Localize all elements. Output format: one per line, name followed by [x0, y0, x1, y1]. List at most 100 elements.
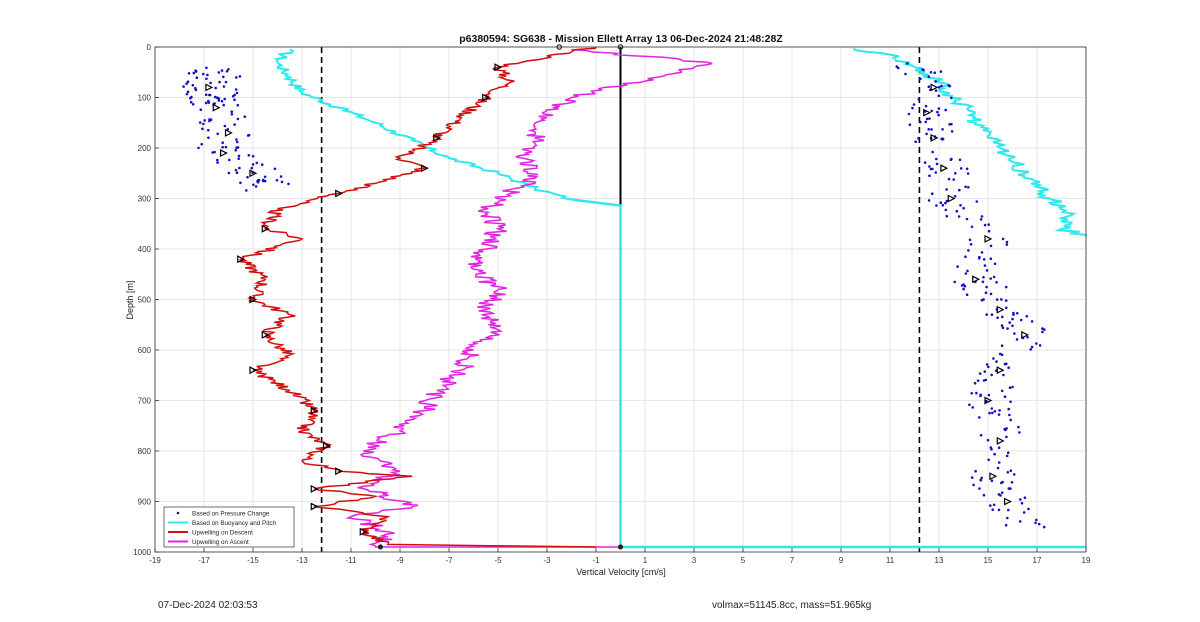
pressure-point [982, 258, 986, 261]
pressure-point [1000, 298, 1003, 301]
pressure-point [934, 80, 937, 83]
pressure-point [976, 379, 980, 383]
pressure-point [931, 150, 934, 154]
pressure-point [975, 200, 979, 203]
pressure-marker [930, 83, 939, 92]
pressure-point [1000, 324, 1004, 327]
x-tick-label: 1 [643, 556, 648, 565]
pressure-point [982, 379, 986, 382]
pressure-point [992, 357, 995, 360]
pressure-point [927, 75, 931, 78]
pressure-point [993, 452, 996, 456]
pressure-point [1015, 338, 1019, 341]
pressure-point [1009, 400, 1012, 404]
pressure-point [950, 96, 953, 100]
pressure-point [935, 157, 938, 161]
pressure-point [233, 98, 236, 102]
pressure-point [962, 287, 965, 291]
pressure-point [189, 97, 192, 100]
pressure-point [907, 112, 911, 116]
pressure-point [1003, 362, 1007, 366]
pressure-point [223, 124, 227, 128]
x-tick-label: -17 [198, 556, 210, 565]
pressure-point [218, 80, 221, 84]
pressure-point [984, 291, 988, 295]
pressure-point [997, 446, 1001, 450]
pressure-point [1030, 320, 1034, 323]
pressure-point [247, 133, 251, 137]
pressure-point [930, 109, 933, 113]
pressure-point [987, 393, 991, 397]
pressure-point [254, 185, 258, 188]
pressure-marker [212, 103, 221, 112]
pressure-point [944, 108, 947, 112]
pressure-point [978, 487, 981, 490]
pressure-point [940, 84, 943, 88]
pressure-point [222, 85, 226, 88]
pressure-point [192, 71, 196, 75]
pressure-point [989, 277, 992, 280]
pressure-point [1008, 386, 1012, 390]
pressure-point [280, 180, 284, 184]
pressure-point [216, 132, 219, 136]
y-tick-label: 0 [147, 43, 152, 52]
descent-marker [310, 484, 319, 493]
pressure-point [922, 68, 925, 72]
pressure-point [202, 72, 205, 76]
x-tick-label: 7 [790, 556, 795, 565]
pressure-point [917, 97, 921, 101]
upwelling-descent-line [238, 46, 597, 548]
pressure-point [945, 214, 949, 218]
x-tick-label: 3 [692, 556, 697, 565]
pressure-point [929, 71, 933, 74]
pressure-point [217, 99, 221, 102]
pressure-marker [205, 83, 214, 92]
pressure-point [221, 141, 224, 144]
legend-label: Based on Pressure Change [192, 511, 270, 518]
descent-marker [249, 295, 258, 304]
pressure-marker [984, 234, 993, 243]
chart-title: p6380594: SG638 - Mission Ellett Array 1… [459, 33, 783, 45]
pressure-point [904, 72, 907, 76]
pressure-point [1007, 366, 1010, 370]
pressure-point [235, 76, 238, 79]
pressure-point [1011, 317, 1014, 321]
pressure-point [930, 128, 933, 131]
pressure-point [200, 142, 203, 146]
legend-label: Upwelling on Ascent [192, 539, 249, 546]
pressure-point [1043, 328, 1046, 331]
pressure-point [1007, 407, 1010, 411]
pressure-point [1005, 454, 1009, 458]
pressure-point [233, 123, 236, 126]
pressure-point [235, 171, 239, 174]
pressure-point [985, 269, 989, 272]
pressure-marker [989, 472, 998, 481]
pressure-point [227, 68, 230, 71]
pressure-point [954, 172, 957, 175]
pressure-point [1018, 431, 1021, 434]
pressure-point [1001, 480, 1004, 484]
pressure-point [953, 195, 957, 198]
pressure-point [935, 204, 938, 207]
pressure-point [928, 165, 931, 168]
pressure-point [208, 118, 211, 121]
pressure-point [983, 223, 987, 227]
pressure-point [234, 88, 238, 91]
pressure-point [1027, 507, 1030, 511]
pressure-point [962, 206, 965, 210]
y-tick-label: 1000 [133, 548, 151, 557]
x-tick-label: -13 [296, 556, 308, 565]
x-tick-label: -11 [346, 556, 358, 565]
pressure-point [1003, 395, 1007, 399]
pressure-marker [1021, 330, 1030, 339]
pressure-point [1009, 469, 1013, 473]
pressure-point [933, 71, 936, 74]
pressure-point [939, 201, 943, 204]
pressure-point [273, 167, 277, 171]
pressure-point [275, 179, 279, 182]
pressure-point [1010, 481, 1014, 484]
pressure-point [958, 158, 962, 162]
pressure-point [203, 119, 206, 122]
pressure-point [985, 313, 988, 316]
pressure-point [972, 483, 975, 487]
